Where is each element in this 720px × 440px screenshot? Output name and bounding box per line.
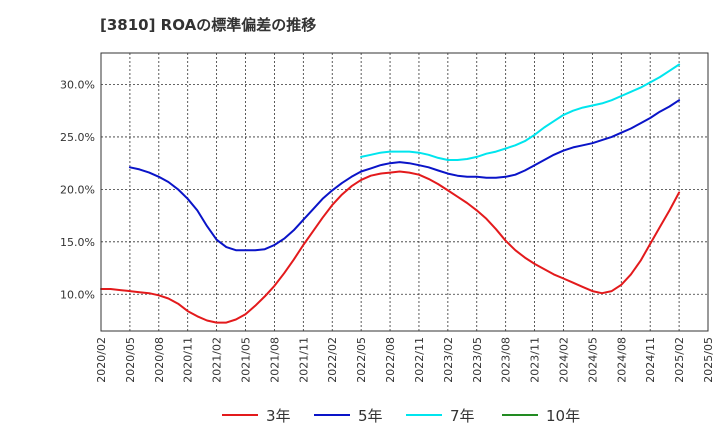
x-axis: 2020/02 2020/05 2020/08 2020/11 2021/02 2021/… [95, 337, 715, 383]
plot-frame [100, 52, 709, 332]
x-tick-label: 2024/08 [615, 337, 628, 383]
x-tick-label: 2020/02 [95, 337, 108, 383]
y-axis: 10.0% 15.0% 20.0% 25.0% 30.0% [60, 78, 95, 301]
x-tick-label: 2020/05 [124, 337, 137, 383]
x-tick-label: 2024/02 [557, 337, 570, 383]
x-tick-label: 2023/02 [442, 337, 455, 383]
series-line-3y [100, 170, 681, 324]
y-tick-label: 15.0% [60, 236, 95, 249]
x-tick-label: 2022/05 [355, 337, 368, 383]
y-tick-label: 10.0% [60, 288, 95, 301]
legend-swatch-5y [314, 414, 350, 416]
y-tick-label: 25.0% [60, 131, 95, 144]
legend-label-5y: 5年 [358, 406, 383, 425]
y-tick-label: 20.0% [60, 183, 95, 196]
series-line-5y [128, 99, 681, 252]
x-tick-label: 2025/05 [702, 337, 715, 383]
x-tick-label: 2024/05 [586, 337, 599, 383]
series-line-7y [360, 63, 681, 161]
y-tick-label: 30.0% [60, 78, 95, 91]
legend-label-10y: 10年 [546, 406, 581, 425]
x-tick-label: 2023/11 [529, 337, 542, 383]
series-layer [100, 63, 681, 324]
x-tick-label: 2021/05 [240, 337, 253, 383]
legend-item-10y: 10年 [502, 404, 580, 426]
plot-area [101, 53, 708, 331]
x-tick-label: 2023/05 [471, 337, 484, 383]
legend-swatch-3y [222, 414, 258, 416]
x-tick-label: 2021/02 [211, 337, 224, 383]
x-tick-label: 2024/11 [644, 337, 657, 383]
legend-item-5y: 5年 [314, 404, 383, 426]
legend-item-7y: 7年 [406, 404, 475, 426]
legend-label-3y: 3年 [266, 406, 291, 425]
legend-item-3y: 3年 [222, 404, 291, 426]
x-tick-label: 2025/02 [673, 337, 686, 383]
legend-swatch-7y [406, 414, 442, 416]
x-tick-label: 2021/08 [268, 337, 281, 383]
legend-label-7y: 7年 [450, 406, 475, 425]
legend: 3年 5年 7年 10年 [0, 404, 720, 426]
x-tick-label: 2020/11 [182, 337, 195, 383]
x-tick-label: 2022/11 [413, 337, 426, 383]
x-tick-label: 2022/08 [384, 337, 397, 383]
x-tick-label: 2020/08 [153, 337, 166, 383]
x-tick-label: 2022/02 [326, 337, 339, 383]
grid-lines [100, 53, 709, 331]
chart-title: [3810] ROAの標準偏差の推移 [100, 16, 317, 34]
legend-swatch-10y [502, 414, 538, 416]
x-tick-label: 2021/11 [297, 337, 310, 383]
x-tick-label: 2023/08 [500, 337, 513, 383]
